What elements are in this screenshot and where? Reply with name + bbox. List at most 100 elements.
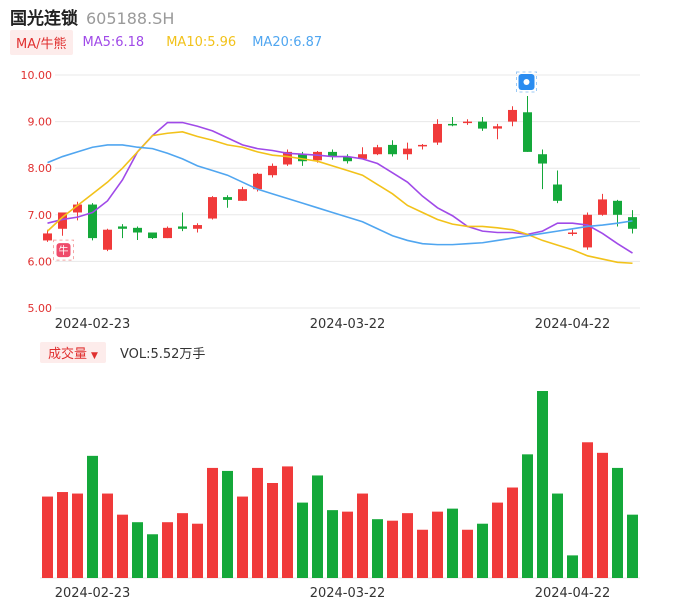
- x-date-label: 2024-03-22: [310, 586, 386, 601]
- x-date-label: 2024-04-22: [535, 586, 611, 601]
- volume-bar: [267, 482, 278, 578]
- ma20-label: MA20:6.87: [252, 34, 323, 50]
- volume-bar: [222, 470, 233, 578]
- x-date-label: 2024-03-22: [310, 317, 386, 332]
- volume-bar: [327, 510, 338, 578]
- candle-body: [223, 197, 232, 200]
- volume-bar: [282, 466, 293, 578]
- candle-body: [403, 148, 412, 155]
- candle-body: [478, 121, 487, 129]
- ma-toggle-button[interactable]: MA/牛熊: [10, 29, 73, 55]
- y-tick-label: 8.00: [28, 162, 53, 175]
- volume-bar: [582, 442, 593, 578]
- volume-bar: [252, 467, 263, 578]
- volume-bar: [507, 487, 518, 578]
- x-date-label: 2024-02-23: [55, 317, 131, 332]
- volume-bar: [432, 511, 443, 578]
- candle-body: [523, 112, 532, 152]
- candle-body: [58, 212, 67, 229]
- volume-bar: [132, 522, 143, 578]
- y-tick-label: 10.00: [21, 69, 53, 82]
- candle-body: [118, 226, 127, 229]
- candle-body: [43, 233, 52, 241]
- candle-body: [538, 154, 547, 164]
- red-badge-icon: 牛: [53, 239, 74, 261]
- volume-bar: [72, 493, 83, 578]
- volume-bar: [312, 475, 323, 578]
- candle-body: [508, 109, 517, 122]
- candle-body: [553, 184, 562, 201]
- candle-body: [88, 204, 97, 239]
- caret-down-icon: ▼: [91, 350, 98, 361]
- volume-bar: [297, 502, 308, 578]
- candle-body: [448, 123, 457, 126]
- volume-bar: [492, 502, 503, 578]
- candle-body: [103, 229, 112, 250]
- candle-body: [163, 227, 172, 239]
- candle-body: [73, 204, 82, 213]
- volume-bar: [207, 467, 218, 578]
- volume-bar: [372, 519, 383, 578]
- volume-bar: [537, 391, 548, 578]
- volume-legend: 成交量 ▼ VOL:5.52万手: [40, 341, 205, 363]
- badge-dot: [523, 78, 530, 85]
- ma-line-ma20: [47, 144, 633, 246]
- volume-bar: [102, 493, 113, 578]
- volume-toggle-label: 成交量: [48, 346, 88, 362]
- blue-badge-icon: [516, 71, 537, 93]
- candle-body: [628, 217, 637, 229]
- candle-body: [298, 154, 307, 162]
- volume-bar: [192, 523, 203, 578]
- badge-frame: [53, 239, 74, 261]
- ma5-label: MA5:6.18: [82, 34, 145, 50]
- candle-body: [133, 227, 142, 233]
- badge-text: 牛: [59, 244, 69, 257]
- candle-body: [493, 126, 502, 129]
- x-date-label: 2024-02-23: [55, 586, 131, 601]
- candle-body: [463, 121, 472, 124]
- y-tick-label: 5.00: [28, 302, 53, 315]
- volume-bar: [417, 529, 428, 578]
- volume-bar: [567, 555, 578, 578]
- ma-legend: MA/牛熊 MA5:6.18 MA10:5.96 MA20:6.87: [10, 29, 322, 55]
- volume-bar: [522, 454, 533, 578]
- volume-bar: [552, 493, 563, 578]
- candle-body: [178, 226, 187, 229]
- stock-header: 国光连锁 605188.SH: [10, 4, 175, 29]
- candle-body: [598, 199, 607, 215]
- volume-bar: [177, 513, 188, 578]
- volume-bar: [357, 493, 368, 578]
- volume-bar: [402, 513, 413, 578]
- volume-bar: [162, 522, 173, 578]
- volume-bar: [627, 514, 638, 578]
- badge-frame: [516, 71, 537, 93]
- x-date-label: 2024-04-22: [535, 317, 611, 332]
- badge-bg: [56, 243, 71, 258]
- candle-body: [418, 144, 427, 147]
- candle-body: [388, 144, 397, 155]
- stock-name: 国光连锁: [10, 9, 78, 29]
- candle-body: [613, 200, 622, 215]
- volume-bar: [477, 523, 488, 578]
- candle-body: [343, 156, 352, 162]
- ma-line-ma10: [46, 131, 633, 265]
- y-tick-label: 9.00: [28, 116, 53, 129]
- candle-body: [583, 214, 592, 248]
- volume-bar: [387, 520, 398, 578]
- candle-body: [313, 151, 322, 161]
- volume-toggle-button[interactable]: 成交量 ▼: [40, 341, 106, 363]
- volume-bar: [147, 534, 158, 578]
- candle-body: [373, 147, 382, 155]
- candle-body: [433, 123, 442, 143]
- candle-body: [568, 232, 577, 235]
- ma10-label: MA10:5.96: [166, 34, 237, 50]
- candle-body: [253, 173, 262, 190]
- candle-body: [358, 154, 367, 159]
- volume-bar: [117, 514, 128, 578]
- candle-body: [148, 232, 157, 239]
- stock-code: 605188.SH: [86, 9, 175, 28]
- volume-bar: [42, 496, 53, 578]
- volume-bar: [447, 508, 458, 578]
- candle-body: [283, 151, 292, 165]
